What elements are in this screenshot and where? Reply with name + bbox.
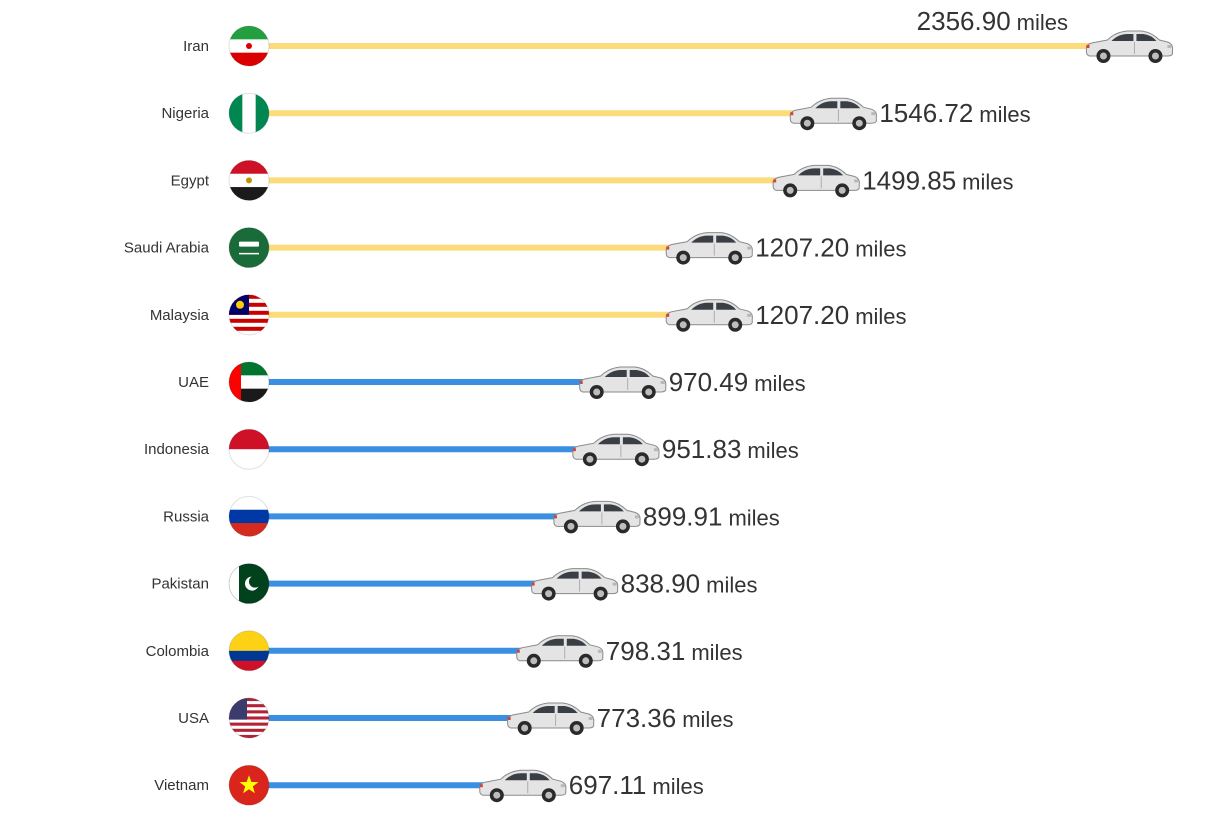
value-label: 2356.90 miles <box>917 6 1068 36</box>
country-label: Malaysia <box>150 307 210 324</box>
country-label: Vietnam <box>154 777 209 794</box>
value-label: 899.91 miles <box>643 501 780 531</box>
country-label: Colombia <box>146 643 210 660</box>
vietnam-flag-icon <box>228 764 270 806</box>
value-label: 1499.85 miles <box>862 165 1013 195</box>
car-icon <box>1085 30 1174 63</box>
country-label: UAE <box>178 374 209 391</box>
saudi-arabia-flag-icon <box>228 227 270 269</box>
colombia-flag-icon <box>228 630 270 672</box>
iran-flag-icon <box>228 25 270 67</box>
usa-flag-icon <box>228 697 270 739</box>
value-label: 970.49 miles <box>669 367 806 397</box>
russia-flag-icon <box>228 495 270 537</box>
value-label: 1546.72 miles <box>879 98 1030 128</box>
car-icon <box>665 232 753 265</box>
value-label: 773.36 miles <box>597 703 734 733</box>
country-label: Saudi Arabia <box>124 240 210 257</box>
car-icon <box>772 164 860 198</box>
country-label: USA <box>178 710 209 727</box>
value-label: 1207.20 miles <box>755 300 906 330</box>
car-icon <box>572 433 660 467</box>
car-icon <box>553 500 641 534</box>
malaysia-flag-icon <box>228 294 270 336</box>
country-label: Egypt <box>171 172 210 189</box>
country-label: Indonesia <box>144 441 210 458</box>
chart-rows: Iran 2356.90 miles Nigeria 1546.72 miles Egypt… <box>124 6 1174 806</box>
uae-flag-icon <box>228 361 270 403</box>
indonesia-flag-icon <box>228 428 270 470</box>
value-label: 798.31 miles <box>606 636 743 666</box>
car-icon <box>507 702 595 735</box>
country-label: Nigeria <box>161 105 209 122</box>
value-label: 951.83 miles <box>662 434 799 464</box>
country-label: Pakistan <box>151 576 209 593</box>
country-label: Russia <box>163 508 210 525</box>
country-label: Iran <box>183 38 209 55</box>
car-icon <box>516 635 604 668</box>
value-label: 838.90 miles <box>621 569 758 599</box>
pakistan-flag-icon <box>228 563 270 605</box>
car-icon <box>579 366 667 399</box>
car-icon <box>789 97 877 131</box>
egypt-flag-icon <box>228 159 270 201</box>
car-icon <box>530 568 619 601</box>
value-label: 697.11 miles <box>569 770 704 800</box>
car-icon <box>665 299 753 332</box>
nigeria-flag-icon <box>228 92 270 134</box>
car-icon <box>479 769 567 803</box>
value-label: 1207.20 miles <box>755 233 906 263</box>
